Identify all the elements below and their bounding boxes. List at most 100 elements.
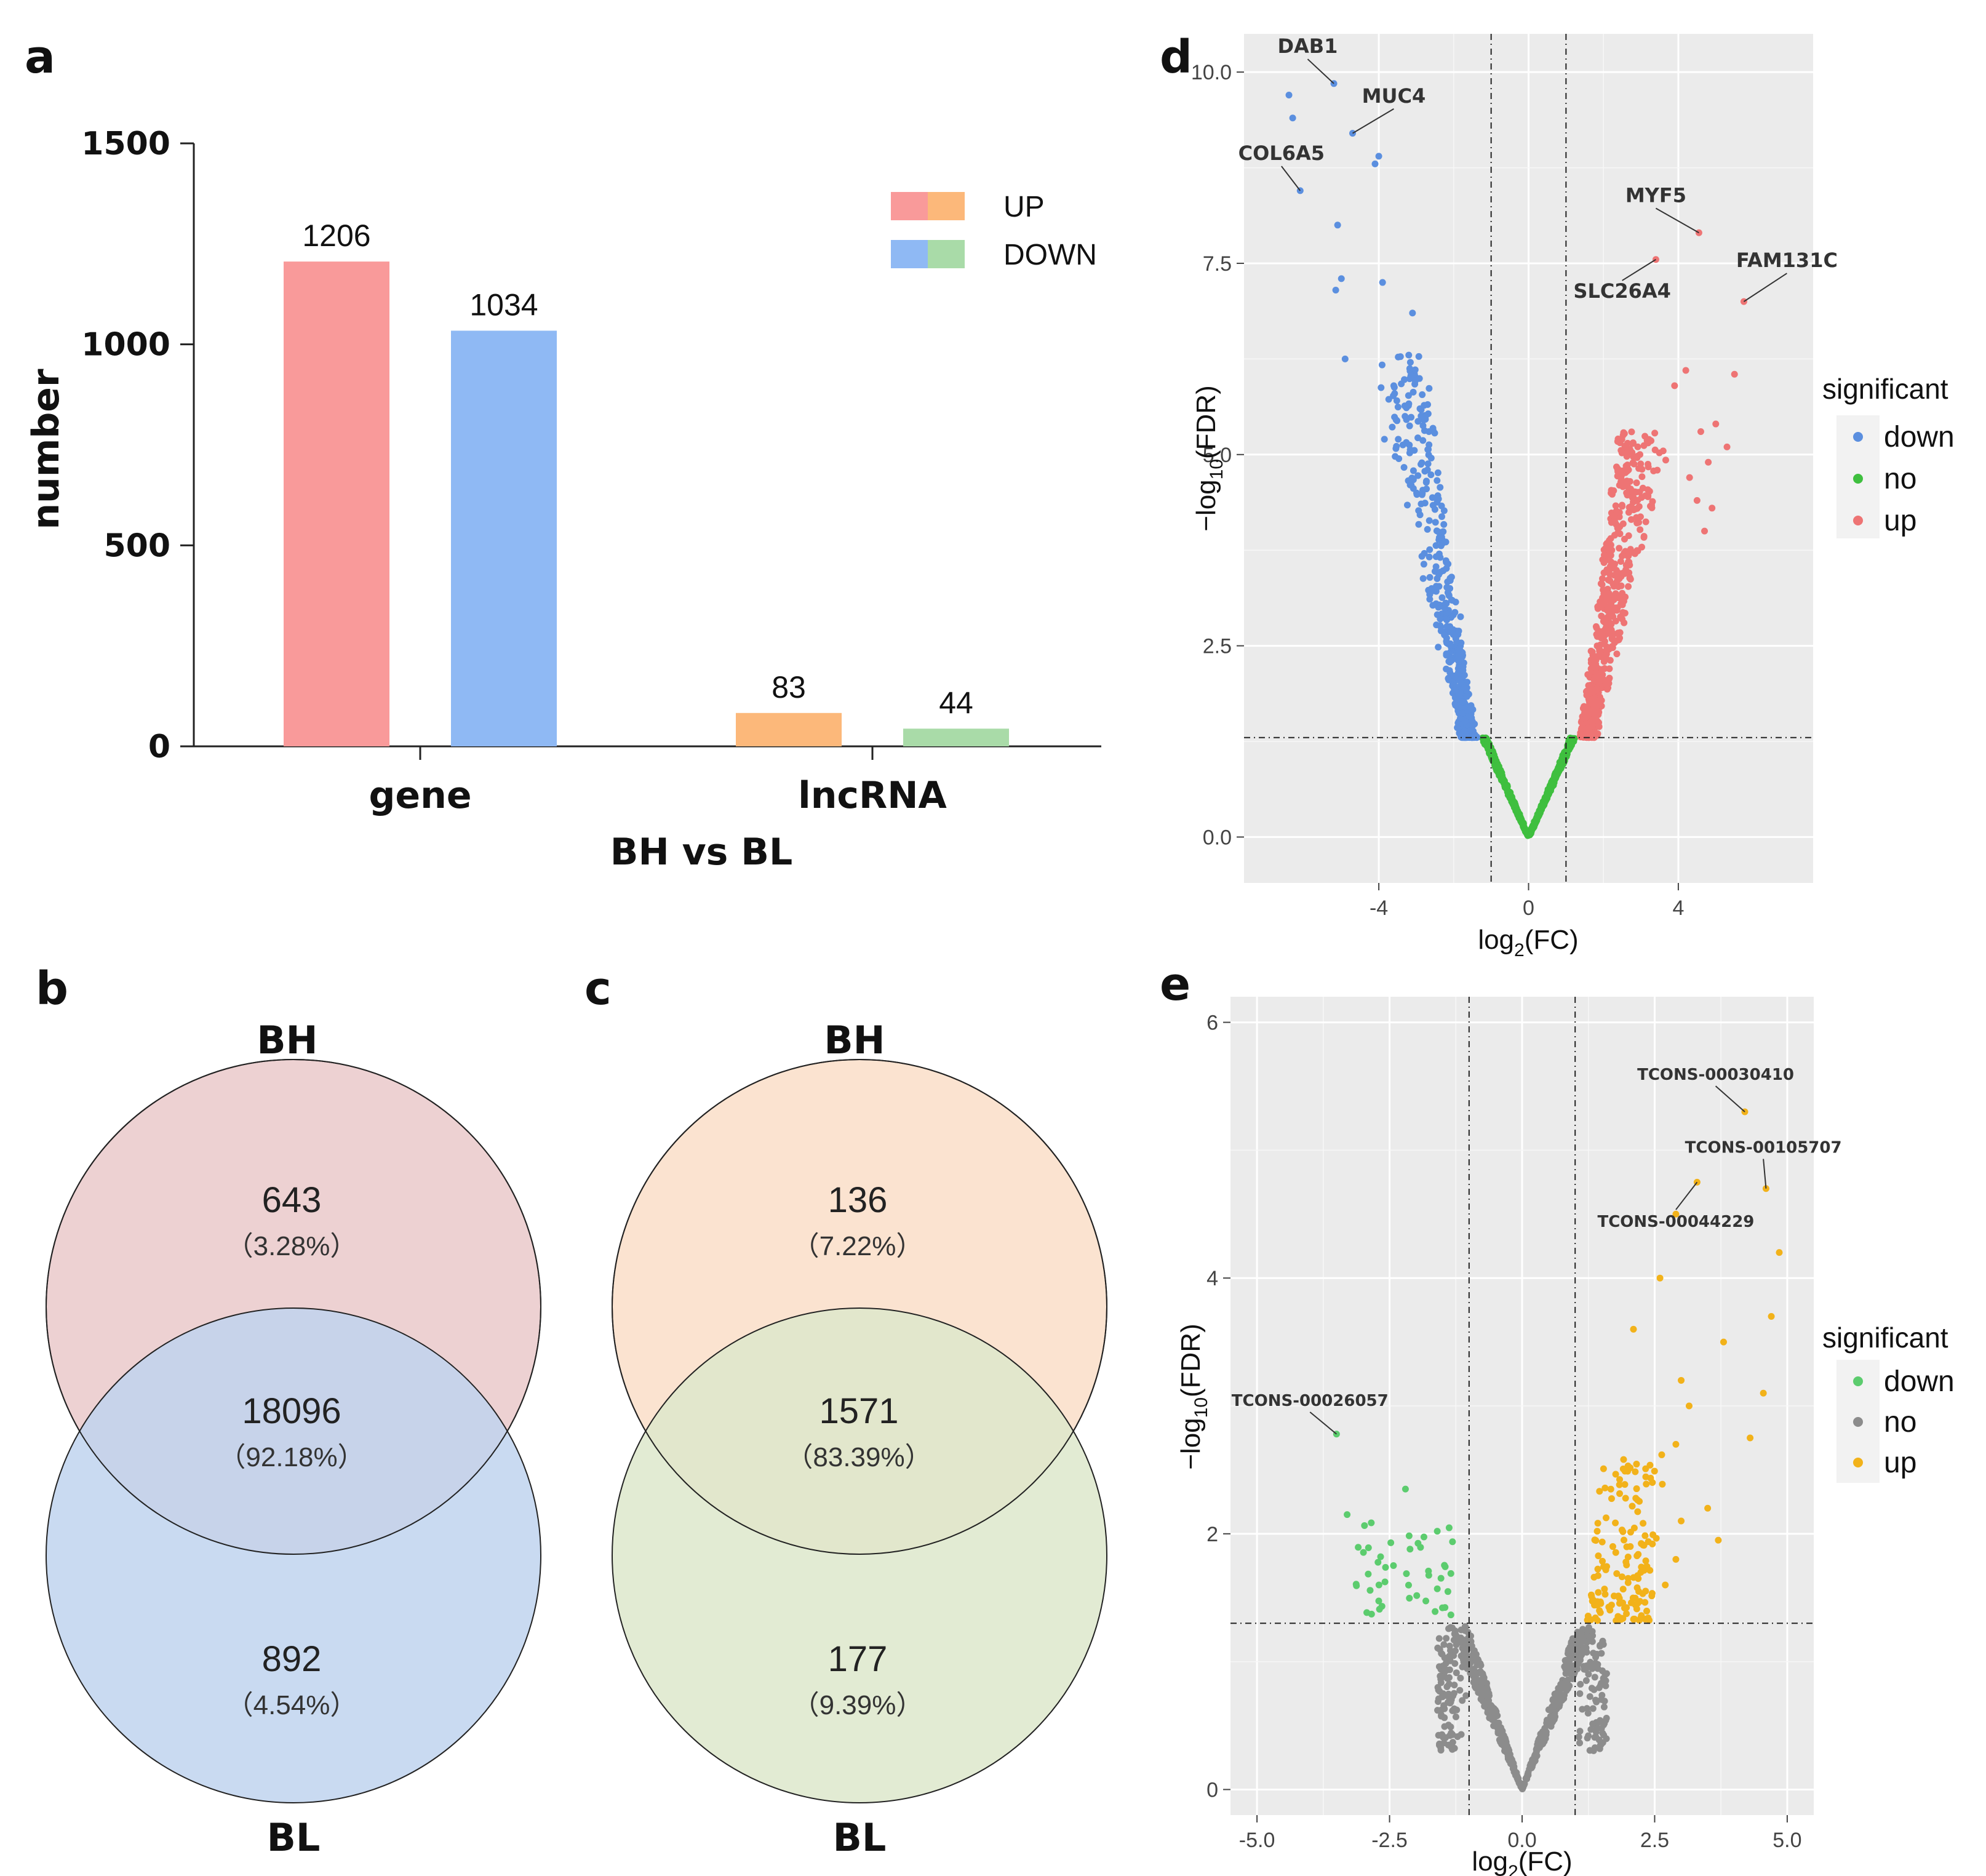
point-down bbox=[1441, 1562, 1448, 1569]
point-up bbox=[1672, 1440, 1680, 1448]
point-down bbox=[1374, 1559, 1382, 1566]
point-down bbox=[1441, 631, 1448, 639]
point-down bbox=[1457, 732, 1464, 740]
volcano-d-gridlines bbox=[1244, 34, 1813, 883]
point-no bbox=[1439, 1693, 1446, 1701]
point-up bbox=[1649, 498, 1656, 505]
point-up bbox=[1648, 504, 1656, 511]
bar-chart-category-label: gene bbox=[369, 774, 471, 817]
point-no bbox=[1441, 1723, 1448, 1730]
point-up bbox=[1628, 1599, 1635, 1607]
point-no bbox=[1434, 1644, 1442, 1651]
point-no bbox=[1451, 1647, 1459, 1654]
point-down bbox=[1375, 1597, 1382, 1605]
point-down bbox=[1406, 422, 1413, 429]
point-no bbox=[1568, 740, 1576, 748]
point-no bbox=[1539, 1728, 1546, 1735]
point-no bbox=[1440, 1641, 1448, 1648]
point-up bbox=[1629, 439, 1637, 447]
point-down bbox=[1425, 1571, 1432, 1579]
point-down bbox=[1395, 436, 1402, 443]
point-down bbox=[1408, 413, 1415, 421]
point-up bbox=[1620, 1536, 1627, 1544]
panel-b-venn: b BH BL 643 （3.28%） 18096 （92.18%） 892 （4.54%） bbox=[36, 962, 541, 1860]
point-down bbox=[1409, 309, 1416, 317]
point-up bbox=[1627, 516, 1635, 523]
point-up bbox=[1621, 1604, 1628, 1611]
point-up bbox=[1613, 570, 1621, 578]
point-down bbox=[1419, 575, 1427, 582]
point-up bbox=[1606, 597, 1613, 604]
point-down bbox=[1437, 623, 1445, 631]
point-up bbox=[1611, 532, 1618, 539]
point-no bbox=[1569, 1647, 1576, 1654]
point-no bbox=[1451, 1682, 1458, 1689]
venn-c-bl-only-count: 177 bbox=[828, 1639, 888, 1679]
annotation-leader bbox=[1309, 1411, 1338, 1435]
point-down bbox=[1449, 1538, 1456, 1546]
svg-text:−log10(FDR): −log10(FDR) bbox=[1191, 385, 1227, 532]
point-down bbox=[1426, 573, 1434, 581]
point-down bbox=[1413, 489, 1421, 497]
point-up bbox=[1606, 665, 1613, 673]
point-down bbox=[1366, 1587, 1374, 1594]
point-up bbox=[1633, 1496, 1641, 1504]
point-down bbox=[1378, 1603, 1386, 1610]
point-down bbox=[1434, 477, 1441, 484]
point-up bbox=[1643, 1480, 1650, 1488]
point-up bbox=[1616, 482, 1623, 489]
point-down bbox=[1414, 434, 1422, 442]
point-no bbox=[1574, 1632, 1581, 1639]
point-down bbox=[1421, 468, 1429, 475]
point-no bbox=[1592, 1653, 1600, 1661]
point-up bbox=[1587, 698, 1594, 706]
point-up bbox=[1678, 1376, 1685, 1384]
point-down bbox=[1418, 459, 1426, 466]
point-up bbox=[1723, 443, 1731, 450]
legend-dot-no bbox=[1853, 474, 1863, 484]
point-down bbox=[1375, 153, 1382, 160]
point-up bbox=[1646, 1616, 1653, 1624]
point-down bbox=[1445, 1524, 1453, 1531]
point-up bbox=[1603, 685, 1611, 693]
point-down bbox=[1420, 1533, 1427, 1541]
point-up bbox=[1597, 1609, 1604, 1616]
ytick-label: 6 bbox=[1206, 1012, 1218, 1035]
point-down bbox=[1419, 490, 1426, 497]
point-up bbox=[1622, 1495, 1629, 1502]
volcano-e-xlabel: log2(FC) bbox=[1472, 1846, 1572, 1876]
point-up bbox=[1598, 1538, 1606, 1546]
point-up bbox=[1612, 1471, 1619, 1478]
legend-swatch-down-gene bbox=[891, 240, 928, 268]
point-down bbox=[1405, 1532, 1413, 1539]
point-down bbox=[1455, 658, 1462, 665]
point-up bbox=[1623, 1561, 1630, 1568]
point-up bbox=[1596, 647, 1603, 655]
point-down bbox=[1432, 583, 1440, 590]
point-up bbox=[1617, 1616, 1624, 1623]
point-up bbox=[1649, 1531, 1657, 1538]
point-no bbox=[1599, 1730, 1606, 1737]
ytick-label: 4 bbox=[1206, 1267, 1218, 1290]
point-no bbox=[1586, 1693, 1593, 1700]
point-up bbox=[1620, 429, 1627, 436]
point-up bbox=[1625, 532, 1632, 540]
point-up bbox=[1633, 1485, 1640, 1493]
volcano-d-legend-title: significant bbox=[1822, 373, 1948, 405]
point-up bbox=[1591, 1536, 1598, 1544]
point-down bbox=[1413, 1592, 1421, 1599]
ytick-label: 5.0 bbox=[1203, 444, 1232, 467]
point-down bbox=[1406, 1595, 1413, 1602]
point-up bbox=[1595, 1552, 1602, 1560]
panel-c-venn: c BH BL 136 （7.22%） 1571 （83.39%） 177 （9.39%） bbox=[584, 962, 1107, 1860]
point-up bbox=[1602, 1514, 1609, 1522]
point-down bbox=[1341, 355, 1349, 362]
venn-b-bh-only-percent: （3.28%） bbox=[226, 1231, 357, 1261]
point-no bbox=[1603, 1715, 1610, 1722]
point-no bbox=[1438, 1650, 1445, 1657]
point-up bbox=[1593, 1528, 1601, 1535]
point-no bbox=[1512, 1769, 1520, 1776]
point-no bbox=[1494, 762, 1501, 770]
point-no bbox=[1580, 1662, 1587, 1670]
point-up bbox=[1584, 712, 1591, 719]
